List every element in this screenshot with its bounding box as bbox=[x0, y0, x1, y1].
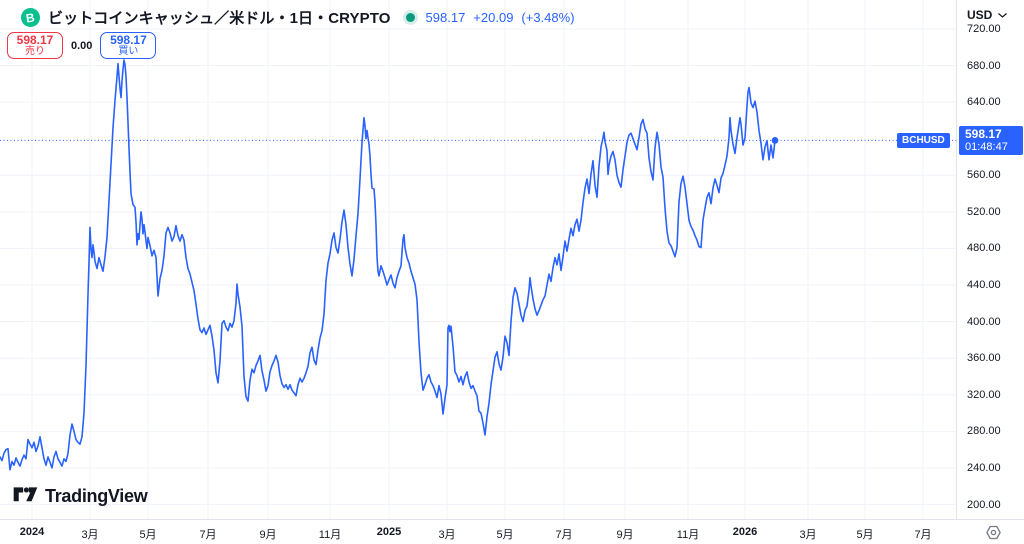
time-tick-label: 11月 bbox=[318, 529, 342, 541]
time-tick-label: 3月 bbox=[799, 529, 817, 541]
price-line-chart bbox=[0, 0, 956, 519]
price-tick-label: 520.00 bbox=[967, 205, 1001, 218]
time-axis[interactable]: 2024 3月 5月 7月 9月 11月 2025 3月 5月 7月 9月 11月 2026 3月 5月 7月 bbox=[0, 519, 1024, 544]
current-price-value: 598.17 bbox=[965, 127, 1002, 142]
price-tick-label: 360.00 bbox=[967, 352, 1001, 365]
symbol-title[interactable]: ビットコインキャッシュ／米ドル・1日・CRYPTO bbox=[48, 10, 391, 27]
quote-change: +20.09 bbox=[473, 10, 514, 25]
time-tick-label: 7月 bbox=[914, 529, 932, 541]
time-tick-label: 5月 bbox=[139, 529, 157, 541]
time-tick-label: 7月 bbox=[199, 529, 217, 541]
time-tick-label: 3月 bbox=[81, 529, 99, 541]
bar-countdown: 01:48:47 bbox=[965, 141, 1008, 154]
time-tick-label: 7月 bbox=[555, 529, 573, 541]
buy-price: 598.17 bbox=[110, 33, 147, 47]
currency-dropdown[interactable]: USD bbox=[967, 8, 1008, 22]
time-tick-label: 9月 bbox=[616, 529, 634, 541]
currency-label: USD bbox=[967, 8, 993, 22]
sell-label: 売り bbox=[25, 46, 45, 57]
time-tick-label: 3月 bbox=[438, 529, 456, 541]
time-tick-label: 2025 bbox=[376, 526, 402, 538]
last-price-dot bbox=[771, 137, 779, 144]
time-tick-label: 2024 bbox=[19, 526, 45, 538]
sell-button[interactable]: 598.17 売り bbox=[7, 32, 63, 59]
price-tick-label: 680.00 bbox=[967, 59, 1001, 72]
price-tick-label: 400.00 bbox=[967, 315, 1001, 328]
current-price-label[interactable]: 598.17 01:48:47 bbox=[959, 126, 1023, 156]
price-tick-label: 440.00 bbox=[967, 279, 1001, 292]
quote-change-pct: (+3.48%) bbox=[521, 10, 575, 25]
tradingview-logo-icon bbox=[13, 487, 38, 502]
tradingview-logo[interactable]: TradingView bbox=[13, 486, 148, 507]
sell-price: 598.17 bbox=[16, 33, 54, 47]
time-tick-label: 9月 bbox=[259, 529, 277, 541]
price-tick-label: 320.00 bbox=[967, 388, 1001, 401]
quote-last-price: 598.17 bbox=[425, 10, 466, 25]
order-panel: 598.17 売り 0.00 598.17 買い bbox=[7, 32, 157, 59]
series-tag: BCHUSD bbox=[897, 132, 950, 148]
price-tick-label: 240.00 bbox=[967, 461, 1001, 474]
bitcoin-cash-icon: B bbox=[21, 8, 40, 27]
buy-button[interactable]: 598.17 買い bbox=[100, 32, 157, 59]
time-tick-label: 5月 bbox=[496, 529, 514, 541]
spread-value: 0.00 bbox=[71, 39, 93, 52]
price-tick-label: 640.00 bbox=[967, 96, 1001, 109]
price-tick-label: 280.00 bbox=[967, 425, 1001, 438]
time-tick-label: 5月 bbox=[856, 529, 874, 541]
price-axis[interactable]: USD 598.17 01:48:47 200.00 240.00 280.00 32… bbox=[956, 0, 1024, 519]
buy-label: 買い bbox=[118, 46, 139, 57]
market-status-dot-icon[interactable] bbox=[405, 13, 415, 22]
chart-header: B ビットコインキャッシュ／米ドル・1日・CRYPTO 598.17 +20.0… bbox=[21, 7, 575, 28]
price-tick-label: 720.00 bbox=[967, 23, 1001, 35]
axis-settings-gear-icon[interactable] bbox=[985, 524, 1002, 541]
time-tick-label: 2026 bbox=[732, 526, 758, 538]
quote-block: 598.17 +20.09 (+3.48%) bbox=[403, 10, 575, 25]
chart-plot-area[interactable]: BCHUSD bbox=[0, 0, 956, 519]
time-tick-label: 11月 bbox=[676, 529, 700, 541]
price-tick-label: 560.00 bbox=[967, 169, 1001, 182]
tradingview-logo-text: TradingView bbox=[45, 486, 148, 506]
chevron-down-icon bbox=[998, 12, 1008, 18]
price-line-series bbox=[0, 59, 776, 471]
price-tick-label: 200.00 bbox=[967, 498, 1001, 511]
price-tick-label: 480.00 bbox=[967, 242, 1001, 255]
